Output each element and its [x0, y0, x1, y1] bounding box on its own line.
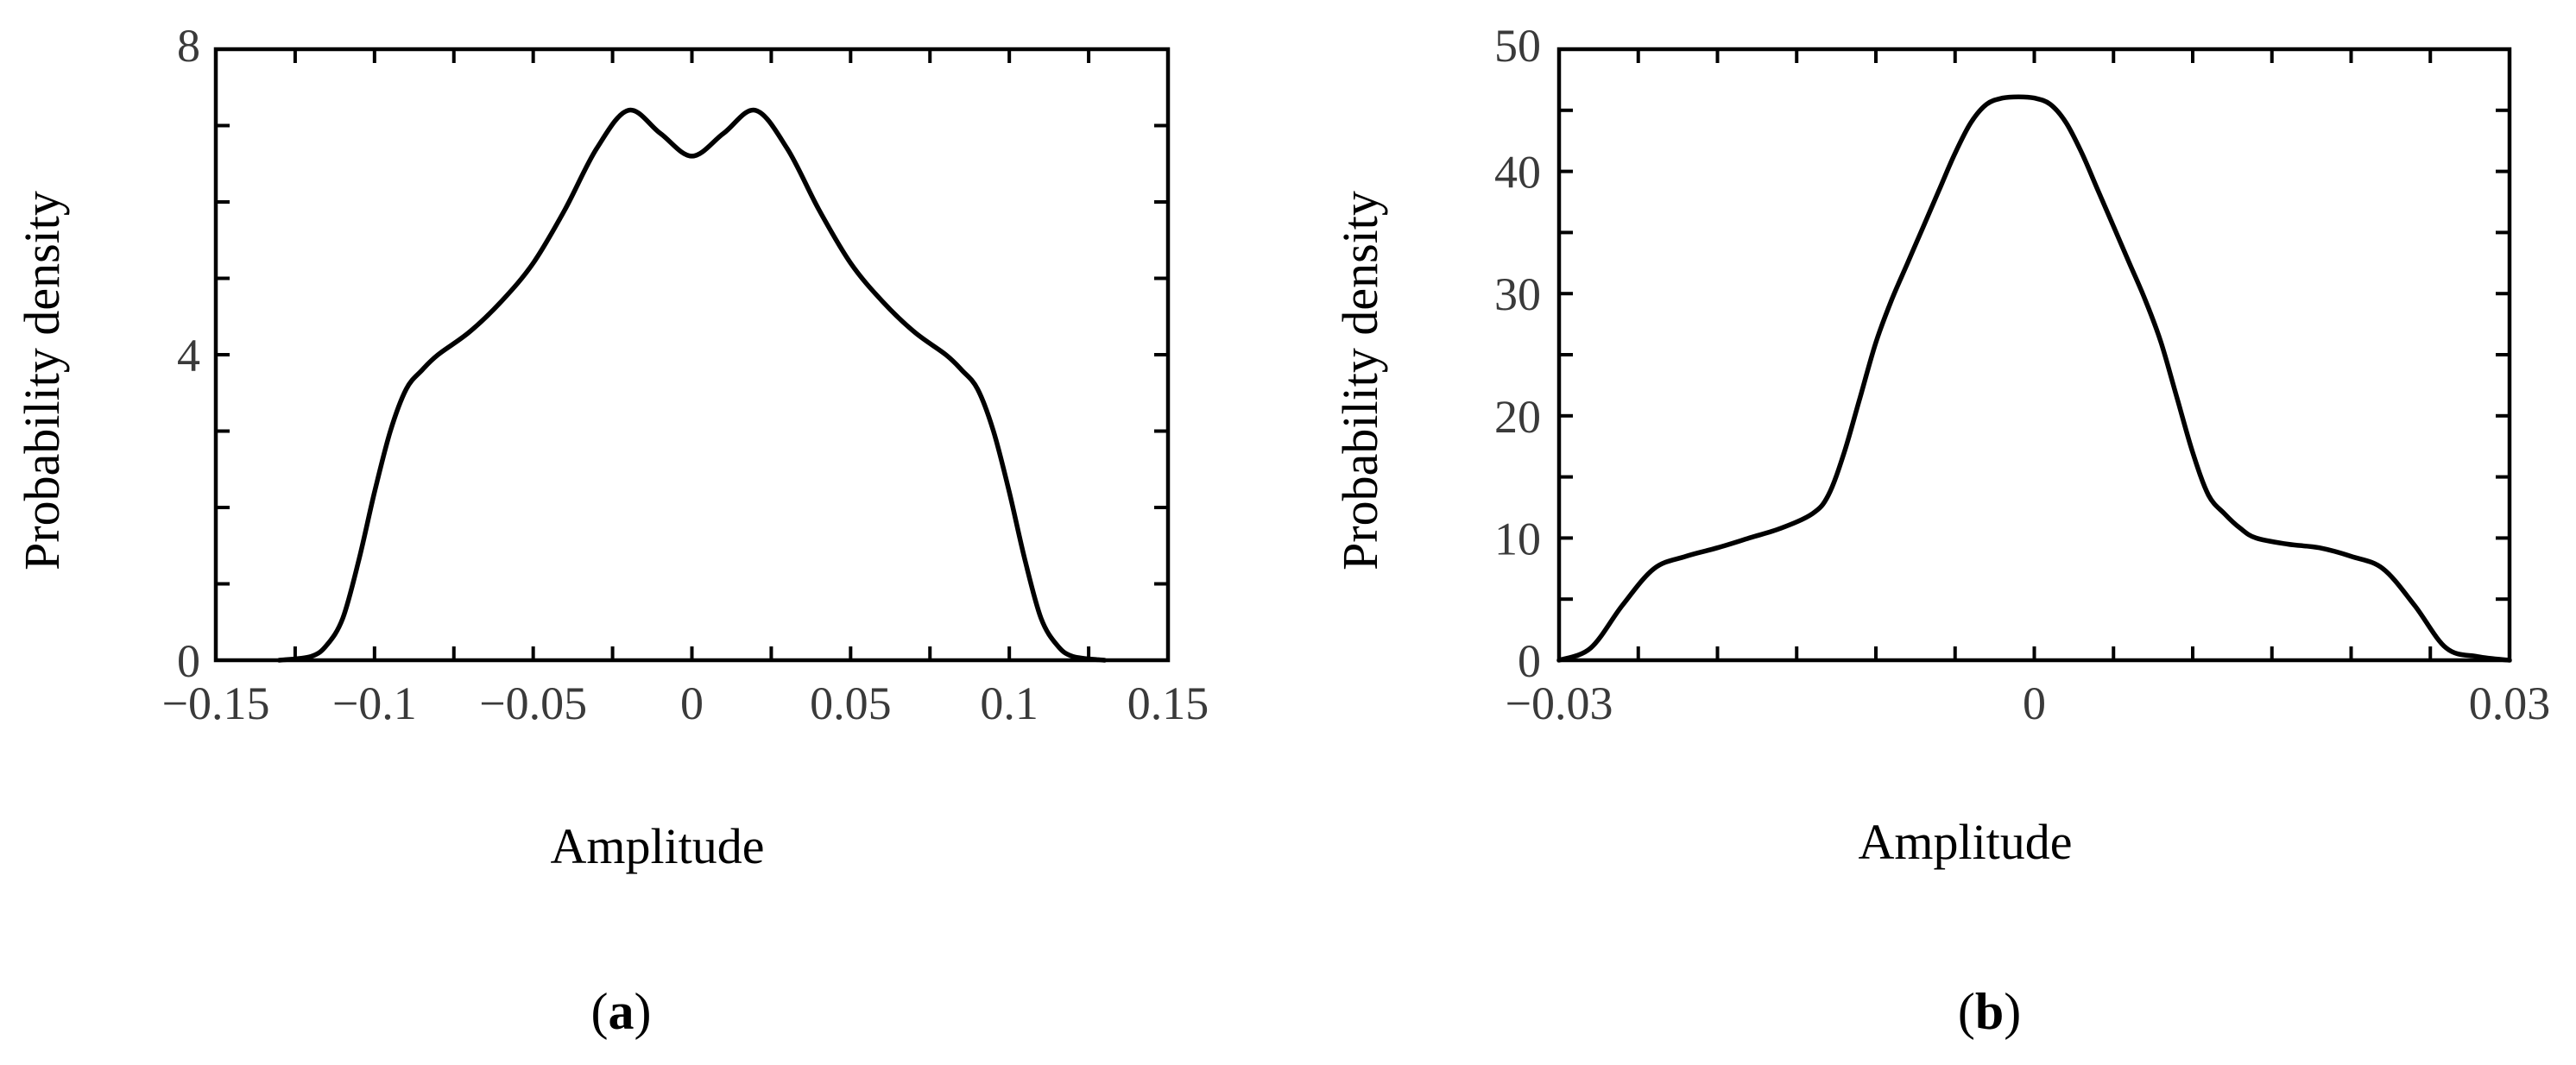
x-tick-label: −0.03: [1506, 677, 1613, 729]
x-tick-label: 0: [680, 677, 704, 729]
panel-caption: (a): [591, 983, 652, 1040]
panel-a: −0.15 −0.1 −0.05 0 0.05 0.1 0.15 0 4 8 Amplitude Pr…: [14, 20, 1209, 1040]
x-tick-label: 0.05: [810, 677, 892, 729]
plot-frame: [1556, 47, 2512, 663]
y-tick-label: 40: [1494, 147, 1541, 199]
y-tick-label: 30: [1494, 268, 1541, 320]
y-tick-label: 4: [177, 330, 200, 381]
x-tick-label: −0.05: [479, 677, 587, 729]
x-tick-label: −0.15: [162, 677, 270, 729]
y-axis-title: Probability density: [14, 191, 70, 570]
y-tick-label: 50: [1494, 20, 1541, 72]
density-curve-0: [1556, 94, 2512, 663]
x-tick-label: −0.1: [332, 677, 417, 729]
x-tick-label: 0.03: [2469, 677, 2551, 729]
x-tick-label: 0: [2023, 677, 2046, 729]
y-axis-title: Probability density: [1332, 191, 1388, 570]
y-tick-label: 0: [1518, 635, 1541, 687]
y-tick-label: 20: [1494, 391, 1541, 443]
panel-b: −0.03 0 0.0301020304050AmplitudeProbabilit…: [1332, 20, 2550, 1040]
density-curve-0: [276, 107, 1108, 663]
x-axis-title: Amplitude: [1858, 814, 2072, 870]
y-tick-label: 8: [177, 20, 200, 72]
y-tick-label: 0: [177, 635, 200, 687]
y-tick-label: 10: [1494, 513, 1541, 564]
x-axis-title: Amplitude: [550, 818, 764, 874]
x-tick-label: 0.15: [1127, 677, 1209, 729]
x-tick-label: 0.1: [980, 677, 1039, 729]
panel-caption: (b): [1958, 983, 2021, 1040]
